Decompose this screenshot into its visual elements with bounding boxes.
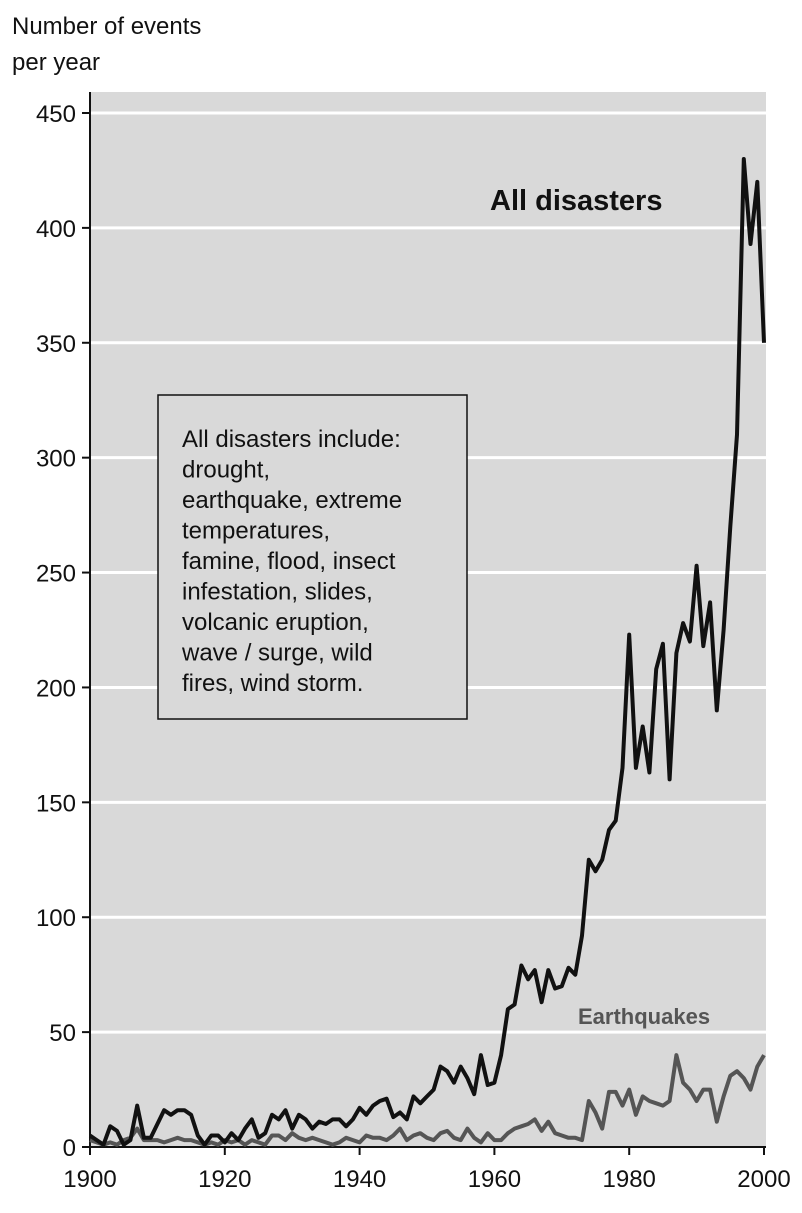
y-tick-label: 0 xyxy=(63,1135,76,1162)
annotation-text: infestation, slides, xyxy=(182,579,373,606)
y-axis-label: per year xyxy=(12,49,100,76)
x-tick-label: 1900 xyxy=(63,1166,116,1193)
x-tick-label: 1920 xyxy=(198,1166,251,1193)
annotation-text: fires, wind storm. xyxy=(182,670,363,697)
annotation-text: All disasters include: xyxy=(182,426,401,453)
annotation-text: drought, xyxy=(182,457,270,484)
annotation-text: wave / surge, wild xyxy=(181,640,373,667)
annotation-text: temperatures, xyxy=(182,518,330,545)
y-tick-label: 250 xyxy=(36,561,76,588)
annotation-text: volcanic eruption, xyxy=(182,609,369,636)
y-tick-label: 200 xyxy=(36,675,76,702)
x-tick-label: 1960 xyxy=(468,1166,521,1193)
series-line xyxy=(88,157,766,1147)
annotation-text: earthquake, extreme xyxy=(182,487,402,514)
y-axis-label: Number of events xyxy=(12,13,201,40)
y-tick-label: 50 xyxy=(49,1020,76,1047)
y-tick-label: 350 xyxy=(36,331,76,358)
y-tick-label: 400 xyxy=(36,216,76,243)
series-label: All disasters xyxy=(490,185,662,217)
annotation-box xyxy=(157,394,468,720)
annotation-text: famine, flood, insect xyxy=(182,548,396,575)
y-tick-label: 450 xyxy=(36,101,76,128)
x-tick-label: 1940 xyxy=(333,1166,386,1193)
x-tick-label: 1980 xyxy=(603,1166,656,1193)
y-tick-label: 100 xyxy=(36,905,76,932)
y-tick-label: 150 xyxy=(36,790,76,817)
series-label: Earthquakes xyxy=(578,1004,710,1029)
x-tick-label: 2000 xyxy=(737,1166,790,1193)
y-tick-label: 300 xyxy=(36,446,76,473)
